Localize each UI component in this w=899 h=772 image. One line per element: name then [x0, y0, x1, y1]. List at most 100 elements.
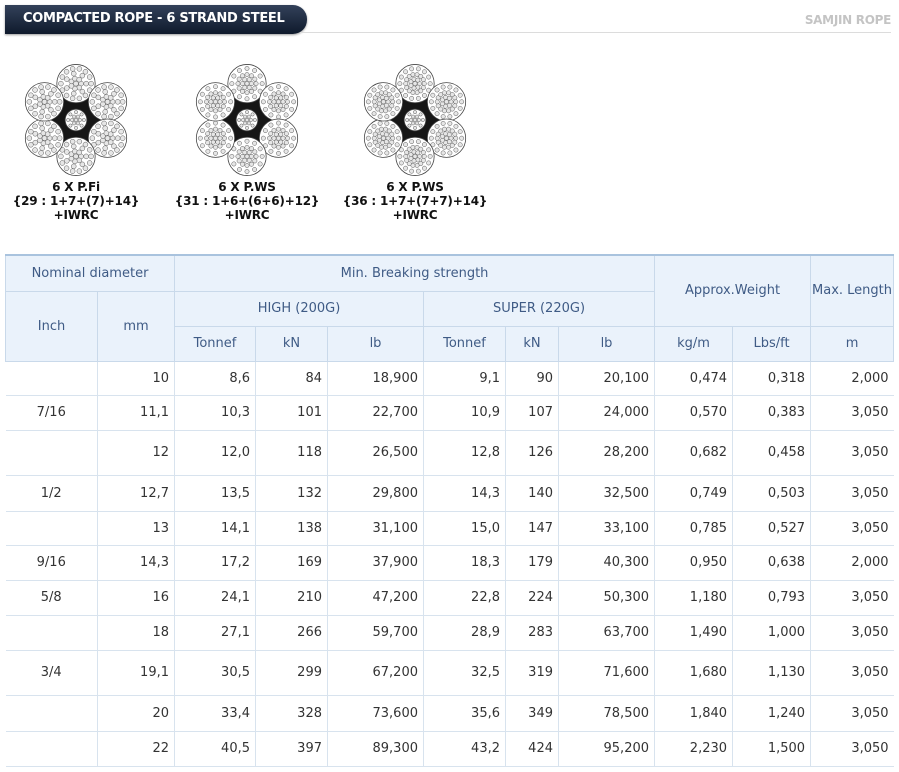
- table-cell: 13: [97, 511, 175, 546]
- table-cell: 2,230: [654, 731, 734, 767]
- table-cell: 20: [97, 695, 175, 732]
- table-cell: 29,800: [327, 475, 424, 512]
- table-cell: 59,700: [327, 615, 424, 651]
- table-cell: 0,950: [654, 545, 734, 581]
- table-cell: 22: [97, 731, 175, 767]
- table-row: 22 40,5 397 89,300 43,2 424 95,200 2,230 1,500 3,…: [5, 731, 894, 767]
- table-cell: 18,3: [423, 545, 506, 581]
- table-cell: 11,1: [97, 395, 175, 431]
- table-cell: 0,503: [732, 475, 812, 512]
- table-cell: 24,1: [174, 580, 256, 616]
- table-cell: [5, 731, 98, 767]
- diagram-caption-line3: +IWRC: [53, 208, 99, 222]
- header-kg-per-m: kg/m: [654, 325, 734, 362]
- table-cell: 15,0: [423, 511, 506, 546]
- table-cell: 43,2: [423, 731, 506, 767]
- table-cell: 3,050: [810, 695, 894, 732]
- table-cell: 0,474: [654, 361, 734, 396]
- rope-cross-section-image: [24, 64, 128, 176]
- table-cell: 35,6: [423, 695, 506, 732]
- table-cell: 9/16: [5, 545, 98, 581]
- table-cell: 10: [97, 361, 175, 396]
- table-cell: 12: [97, 430, 175, 476]
- table-cell: 169: [255, 545, 328, 581]
- table-cell: 126: [505, 430, 559, 476]
- table-cell: 140: [505, 475, 559, 512]
- table-cell: 1,130: [732, 650, 812, 696]
- table-cell: 37,900: [327, 545, 424, 581]
- table-cell: 3,050: [810, 475, 894, 512]
- table-cell: 40,5: [174, 731, 256, 767]
- table-cell: 63,700: [558, 615, 656, 651]
- table-cell: 22,8: [423, 580, 506, 616]
- table-cell: 24,000: [558, 395, 656, 431]
- table-cell: 19,1: [97, 650, 175, 696]
- header-kn: kN: [255, 325, 328, 362]
- table-cell: 1,490: [654, 615, 734, 651]
- header-lbs-per-ft: Lbs/ft: [732, 325, 812, 362]
- table-cell: 32,5: [423, 650, 506, 696]
- table-cell: 397: [255, 731, 328, 767]
- rope-diagram-1: 6 X P.Fi {29 : 1+7+(7)+14} +IWRC: [0, 60, 161, 222]
- table-cell: 28,200: [558, 430, 656, 476]
- table-cell: 3,050: [810, 650, 894, 696]
- table-cell: 210: [255, 580, 328, 616]
- header-lb: lb: [327, 325, 424, 362]
- table-cell: 0,749: [654, 475, 734, 512]
- table-cell: 3,050: [810, 731, 894, 767]
- table-cell: 8,6: [174, 361, 256, 396]
- table-cell: 5/8: [5, 580, 98, 616]
- header-tonnef: Tonnef: [423, 325, 506, 362]
- table-cell: 73,600: [327, 695, 424, 732]
- header-m: m: [810, 325, 895, 362]
- header-divider: [300, 32, 891, 33]
- table-cell: 22,700: [327, 395, 424, 431]
- diagram-caption-line3: +IWRC: [224, 208, 270, 222]
- table-cell: 107: [505, 395, 559, 431]
- table-row: 9/16 14,3 17,2 169 37,900 18,3 179 40,300 0,950 0…: [5, 545, 894, 581]
- table-cell: 3,050: [810, 395, 894, 431]
- table-cell: 50,300: [558, 580, 656, 616]
- header-inch: Inch: [5, 290, 98, 362]
- table-row: 3/4 19,1 30,5 299 67,200 32,5 319 71,600 1,680 1,…: [5, 650, 894, 696]
- table-cell: 67,200: [327, 650, 424, 696]
- rope-diagram-3: 6 X P.WS {36 : 1+7+(7+7)+14} +IWRC: [330, 60, 500, 222]
- table-cell: 14,1: [174, 511, 256, 546]
- table-cell: 30,5: [174, 650, 256, 696]
- table-cell: 1,000: [732, 615, 812, 651]
- table-cell: 12,7: [97, 475, 175, 512]
- table-cell: 26,500: [327, 430, 424, 476]
- table-cell: 14,3: [97, 545, 175, 581]
- table-cell: 32,500: [558, 475, 656, 512]
- table-cell: 1/2: [5, 475, 98, 512]
- table-cell: 0,570: [654, 395, 734, 431]
- diagram-caption-line1: 6 X P.Fi: [52, 180, 100, 194]
- header-min-breaking-strength: Min. Breaking strength: [173, 254, 656, 292]
- table-cell: 3/4: [5, 650, 98, 696]
- table-cell: 328: [255, 695, 328, 732]
- table-cell: 1,500: [732, 731, 812, 767]
- rope-cross-section-image: [195, 64, 299, 176]
- table-cell: 2,000: [810, 545, 894, 581]
- table-cell: 224: [505, 580, 559, 616]
- table-cell: 28,9: [423, 615, 506, 651]
- diagram-caption-line2: {31 : 1+6+(6+6)+12}: [174, 194, 320, 208]
- table-cell: 0,527: [732, 511, 812, 546]
- table-cell: 17,2: [174, 545, 256, 581]
- table-cell: 147: [505, 511, 559, 546]
- table-row: 18 27,1 266 59,700 28,9 283 63,700 1,490 1,000 3,…: [5, 615, 894, 651]
- table-cell: 90: [505, 361, 559, 396]
- table-cell: 132: [255, 475, 328, 512]
- table-cell: 138: [255, 511, 328, 546]
- table-cell: 0,383: [732, 395, 812, 431]
- table-cell: 319: [505, 650, 559, 696]
- table-cell: 2,000: [810, 361, 894, 396]
- table-cell: 47,200: [327, 580, 424, 616]
- table-cell: 33,100: [558, 511, 656, 546]
- header-super-220g: SUPER (220G): [422, 290, 656, 327]
- header-tonnef: Tonnef: [174, 325, 256, 362]
- table-cell: 0,785: [654, 511, 734, 546]
- table-cell: [5, 511, 98, 546]
- table-cell: 0,458: [732, 430, 812, 476]
- table-cell: 266: [255, 615, 328, 651]
